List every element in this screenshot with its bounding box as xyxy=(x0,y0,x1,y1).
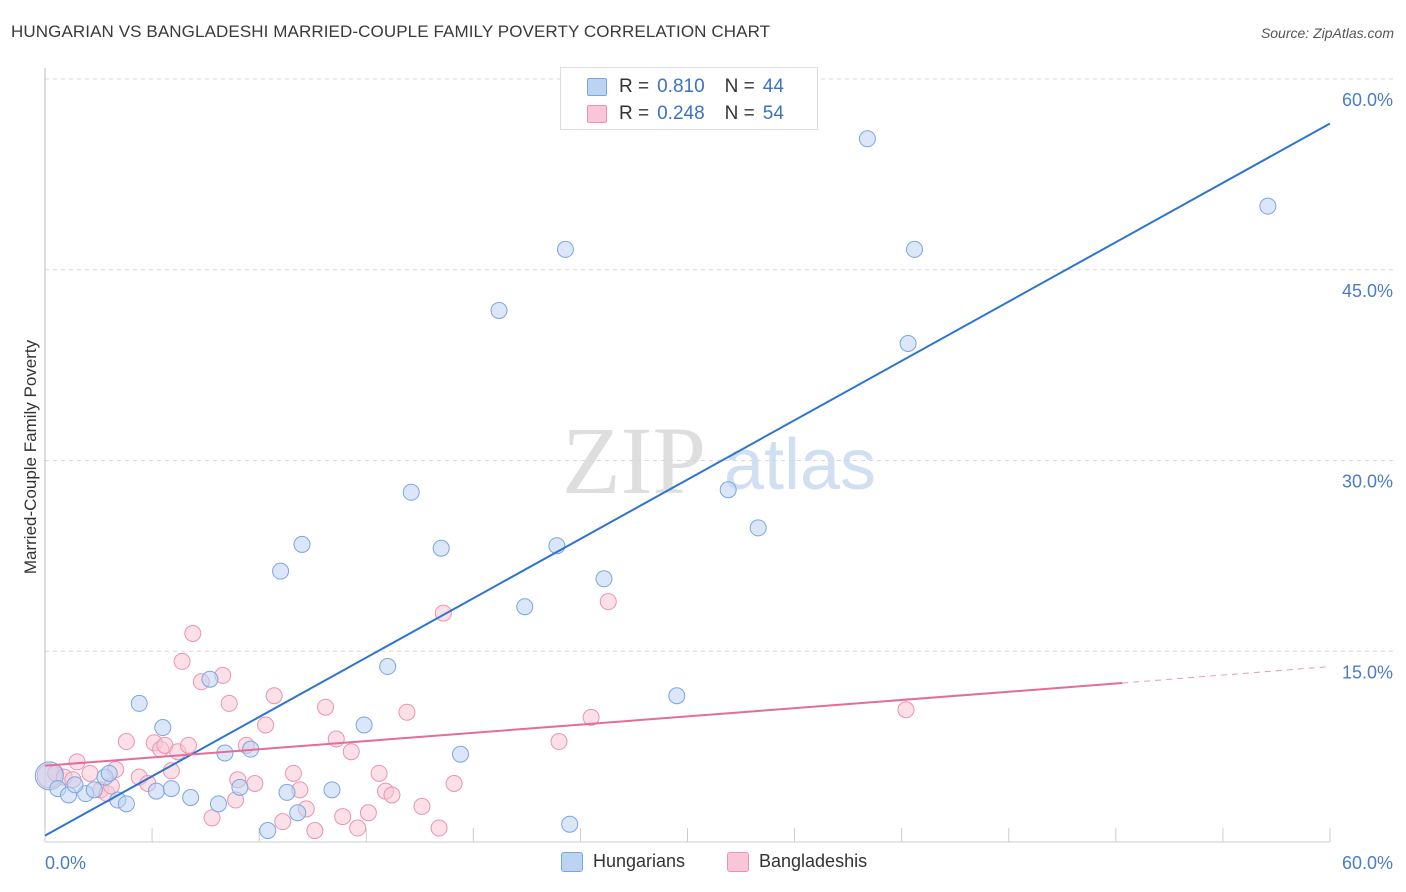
bangladeshi-point xyxy=(247,776,263,792)
hungarian-point xyxy=(433,540,449,556)
y-tick-label: 45.0% xyxy=(1342,281,1393,301)
bangladeshi-point xyxy=(221,695,237,711)
hungarian-point xyxy=(750,520,766,536)
bangladeshi-point xyxy=(446,776,462,792)
hungarian-point xyxy=(279,784,295,800)
hungarian-point xyxy=(859,131,875,147)
source-label: Source: ZipAtlas.com xyxy=(1261,25,1394,41)
legend-row-hungarians: R = 0.810 N = 44 xyxy=(587,75,784,99)
bangladeshi-point xyxy=(174,653,190,669)
watermark-zip: ZIP xyxy=(562,407,706,514)
legend-n-label: N = xyxy=(725,103,755,125)
bangladeshis-trend-line xyxy=(45,683,1122,766)
hungarian-point xyxy=(403,484,419,500)
bangladeshi-point xyxy=(307,823,323,839)
bangladeshi-point xyxy=(275,814,291,830)
bangladeshi-point xyxy=(551,734,567,750)
legend-item-hungarians[interactable]: Hungarians xyxy=(561,851,685,872)
legend-r-label: R = xyxy=(619,103,649,125)
hungarians-trend-line xyxy=(45,124,1330,836)
hungarian-point xyxy=(356,717,372,733)
hungarian-point xyxy=(273,563,289,579)
legend-row-bangladeshis: R = 0.248 N = 54 xyxy=(587,102,784,126)
bangladeshi-point xyxy=(384,787,400,803)
grid-lines xyxy=(45,79,1395,651)
hungarian-point xyxy=(452,746,468,762)
legend-swatch-pink xyxy=(727,852,749,872)
hungarian-point xyxy=(491,302,507,318)
legend-swatch-blue xyxy=(561,852,583,872)
legend-r-value: 0.248 xyxy=(657,103,705,125)
bangladeshi-point xyxy=(285,765,301,781)
bangladeshi-point xyxy=(898,702,914,718)
hungarian-point xyxy=(67,777,83,793)
hungarian-point xyxy=(148,783,164,799)
legend-n-label: N = xyxy=(725,76,755,98)
bangladeshi-point xyxy=(343,744,359,760)
hungarian-point xyxy=(517,599,533,615)
y-tick-label: 60.0% xyxy=(1342,90,1393,110)
hungarian-point xyxy=(210,796,226,812)
hungarian-point xyxy=(163,781,179,797)
scatter-chart: ZIP atlas 15.0%30.0%45.0%60.0%0.0% 60.0%M… xyxy=(0,0,1406,892)
legend-n-value: 44 xyxy=(763,76,784,98)
hungarian-point xyxy=(101,765,117,781)
hungarian-point xyxy=(290,805,306,821)
hungarian-point xyxy=(900,336,916,352)
bangladeshi-point xyxy=(318,699,334,715)
bangladeshi-point xyxy=(82,765,98,781)
bangladeshi-point xyxy=(350,820,366,836)
bangladeshi-point xyxy=(118,734,134,750)
bangladeshi-point xyxy=(360,805,376,821)
bangladeshi-point xyxy=(180,737,196,753)
hungarian-point xyxy=(86,782,102,798)
hungarian-point xyxy=(232,779,248,795)
bangladeshis-trend-extension xyxy=(1122,667,1330,684)
bangladeshi-point xyxy=(371,765,387,781)
chart-title: HUNGARIAN VS BANGLADESHI MARRIED-COUPLE … xyxy=(11,22,770,42)
legend-item-label: Hungarians xyxy=(593,851,685,872)
y-axis-title: Married-Couple Family Poverty xyxy=(21,339,40,574)
bangladeshi-point xyxy=(266,688,282,704)
y-tick-label: 15.0% xyxy=(1342,662,1393,682)
hungarian-point xyxy=(720,482,736,498)
legend-r-value: 0.810 xyxy=(657,76,705,98)
legend-item-label: Bangladeshis xyxy=(759,851,867,872)
legend-swatch-blue xyxy=(587,78,607,96)
hungarian-point xyxy=(907,241,923,257)
legend-r-label: R = xyxy=(619,76,649,98)
bangladeshi-point xyxy=(600,594,616,610)
bangladeshi-point xyxy=(335,809,351,825)
hungarian-point xyxy=(118,796,134,812)
bangladeshis-points xyxy=(37,594,914,839)
hungarian-point xyxy=(183,789,199,805)
hungarian-point xyxy=(155,720,171,736)
hungarian-point xyxy=(324,782,340,798)
legend-item-bangladeshis[interactable]: Bangladeshis xyxy=(727,851,867,872)
bangladeshi-point xyxy=(399,704,415,720)
hungarian-point xyxy=(1260,198,1276,214)
bangladeshi-point xyxy=(258,717,274,733)
bangladeshi-point xyxy=(414,798,430,814)
hungarian-point xyxy=(557,241,573,257)
hungarian-point xyxy=(596,571,612,587)
series-legend: Hungarians Bangladeshis xyxy=(0,851,1406,877)
bangladeshi-point xyxy=(431,820,447,836)
hungarian-point xyxy=(562,816,578,832)
y-tick-label: 30.0% xyxy=(1342,472,1393,492)
stats-legend: R = 0.810 N = 44 R = 0.248 N = 54 xyxy=(560,67,818,130)
hungarian-point xyxy=(380,659,396,675)
hungarian-point xyxy=(202,671,218,687)
watermark-atlas: atlas xyxy=(724,425,876,505)
legend-n-value: 54 xyxy=(763,103,784,125)
trend-lines xyxy=(45,124,1330,836)
hungarian-point xyxy=(669,688,685,704)
legend-swatch-pink xyxy=(587,105,607,123)
hungarian-point xyxy=(294,536,310,552)
bangladeshi-point xyxy=(185,625,201,641)
hungarian-point xyxy=(131,695,147,711)
hungarian-point xyxy=(260,823,276,839)
